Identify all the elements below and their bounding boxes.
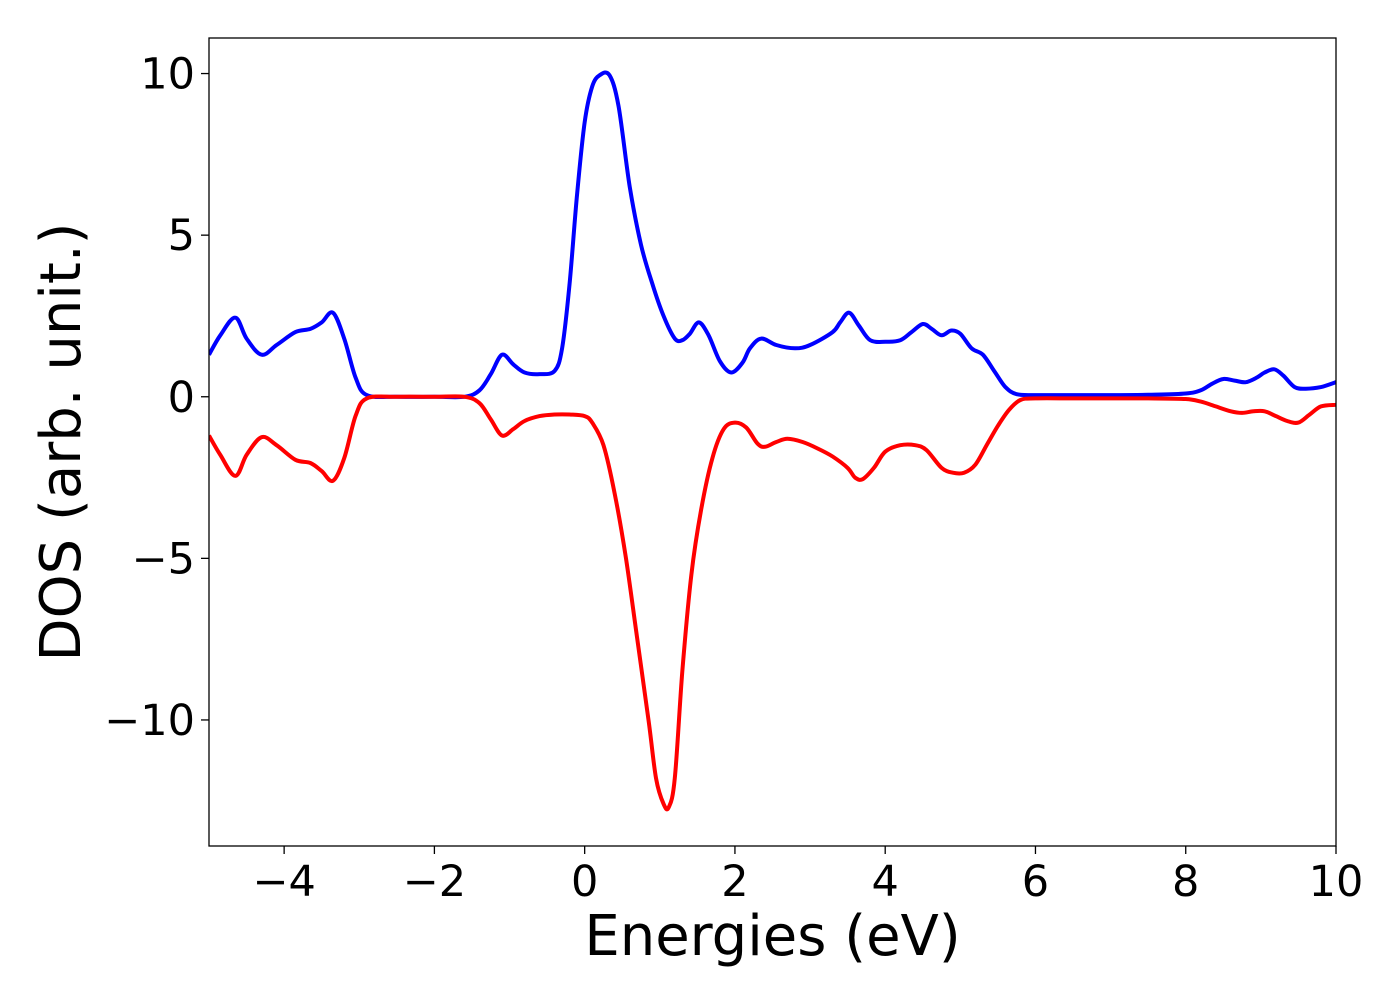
y-tick-label: −5 [132, 534, 195, 584]
x-tick-label: 10 [1309, 857, 1364, 907]
spin-down-line [209, 394, 1336, 812]
x-tick-label: −4 [252, 857, 315, 907]
x-tick-label: 4 [872, 857, 899, 907]
spin-up-line [209, 70, 1336, 400]
x-axis-title: Energies (eV) [584, 904, 960, 969]
series-layer [209, 70, 1336, 812]
x-tick-label: 6 [1022, 857, 1049, 907]
x-tick-label: 0 [571, 857, 598, 907]
y-tick-label: −10 [104, 696, 195, 746]
y-axis-title: DOS (arb. unit.) [29, 222, 94, 661]
y-tick-label: 0 [168, 373, 195, 423]
y-tick-label: 10 [140, 50, 195, 100]
x-tick-label: 8 [1172, 857, 1199, 907]
plot-frame [208, 37, 1337, 847]
y-tick-label: 5 [168, 211, 195, 261]
x-tick-label: −2 [403, 857, 466, 907]
ticks-layer: −4 −2 0 2 4 6 8 10 10 5 0 −5 −10 [104, 50, 1363, 907]
x-tick-label: 2 [721, 857, 748, 907]
